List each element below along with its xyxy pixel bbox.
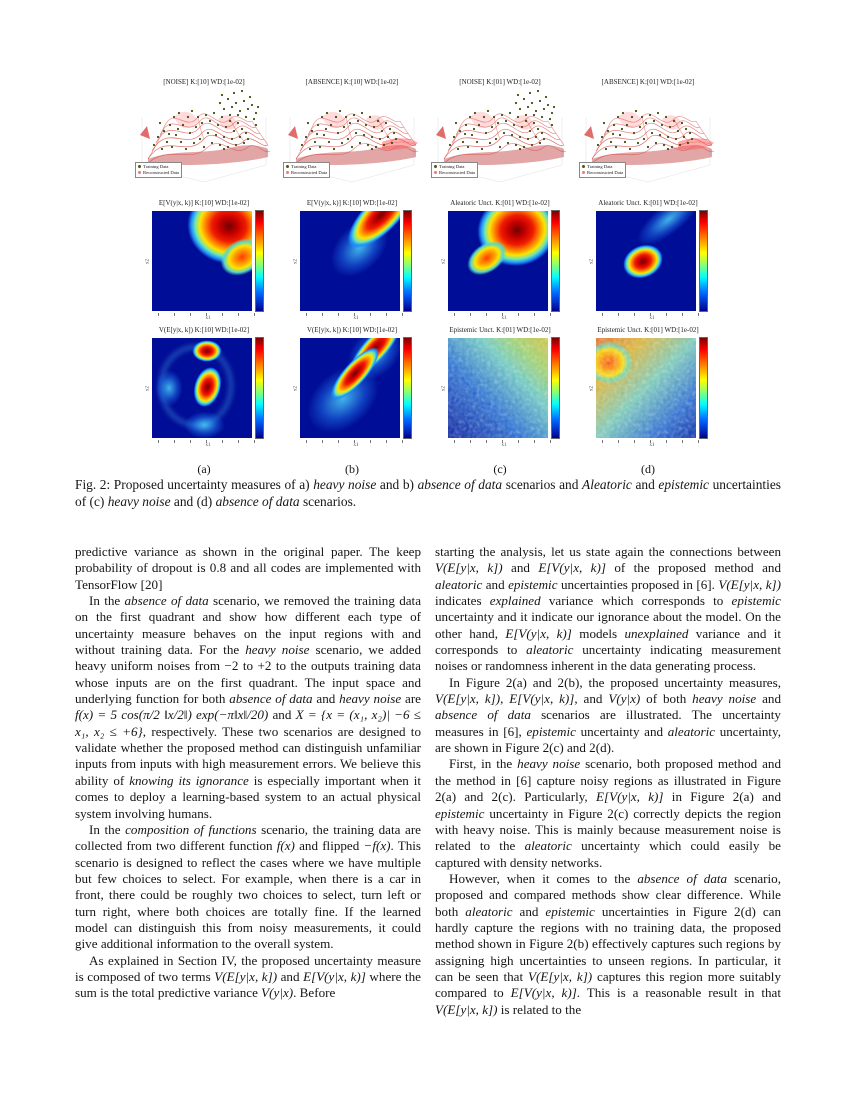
heatmap-title-c-bottom: Epistemic Unct. K:[01] WD:[1e-02]	[449, 326, 551, 334]
heatmap-title-b-mid: E[V(y|x, k)] K:[10] WD:[1e-02]	[306, 199, 398, 207]
x-axis-ticks	[602, 440, 702, 443]
colorbar	[255, 337, 264, 439]
body-column-right: starting the analysis, let us state agai…	[435, 544, 781, 1018]
colorbar	[403, 337, 412, 439]
subfigure-label-b: (b)	[345, 462, 359, 476]
heatmap-image	[300, 338, 400, 438]
training-data-marker	[138, 165, 141, 169]
paragraph: In Figure 2(a) and 2(b), the proposed un…	[435, 674, 782, 756]
training-data-marker	[582, 165, 585, 169]
figure-column-d: [ABSENCE] K:[01] WD:[1e-02] Training Dat…	[574, 78, 722, 477]
x-axis-label: x1	[205, 316, 211, 321]
heatmap-image	[300, 211, 400, 311]
heatmap-title-c-mid: Aleatoric Unct. K:[01] WD:[1e-02]	[450, 199, 550, 207]
paragraph: starting the analysis, let us state agai…	[435, 544, 782, 674]
epistemic-noise-overlay	[596, 338, 696, 438]
figure-column-c: [NOISE] K:[01] WD:[1e-02] Training Data …	[426, 78, 574, 477]
paragraph: However, when it comes to the absence of…	[435, 870, 781, 1017]
paragraph: predictive variance as shown in the orig…	[75, 544, 421, 592]
subfigure-label-c: (c)	[493, 462, 507, 476]
paragraph: First, in the heavy noise scenario, both…	[435, 756, 782, 870]
surface-title-c: [NOISE] K:[01] WD:[1e-02]	[459, 78, 541, 86]
heatmap-b-bottom: x2	[292, 337, 412, 439]
surface-plot-d: Training Data Reconstructed Data	[578, 87, 718, 190]
x-axis-ticks	[602, 313, 702, 316]
heatmap-d-mid: x2	[588, 210, 708, 312]
heatmap-title-d-bottom: Epistemic Unct. K:[01] WD:[1e-02]	[597, 326, 699, 334]
surface-title-d: [ABSENCE] K:[01] WD:[1e-02]	[601, 78, 695, 86]
colorbar	[255, 210, 264, 312]
y-axis-label: x2	[145, 258, 151, 264]
paragraph: In the absence of data scenario, we remo…	[75, 593, 422, 821]
x-axis-ticks	[158, 440, 258, 443]
colorbar	[551, 210, 560, 312]
x-axis-ticks	[306, 313, 406, 316]
colorbar	[551, 337, 560, 439]
surface-plot-b: Training Data Reconstructed Data	[282, 87, 422, 190]
surface-title-b: [ABSENCE] K:[10] WD:[1e-02]	[305, 78, 399, 86]
subfigure-label-a: (a)	[197, 462, 211, 476]
colorbar	[699, 210, 708, 312]
surface-legend: Training Data Reconstructed Data	[579, 162, 627, 178]
figure-caption: Fig. 2: Proposed uncertainty measures of…	[75, 477, 782, 509]
heatmap-image	[596, 338, 696, 438]
legend-reconstructed-label: Reconstructed Data	[143, 170, 180, 175]
heatmap-title-a-mid: E[V(y|x, k)] K:[10] WD:[1e-02]	[158, 199, 250, 207]
x-axis-ticks	[306, 440, 406, 443]
x-axis-ticks	[454, 313, 554, 316]
heatmap-image	[152, 338, 252, 438]
figure-column-a: [NOISE] K:[10] WD:[1e-02] Training Data …	[130, 78, 278, 477]
heatmap-image	[152, 211, 252, 311]
surface-plot-a: Training Data Reconstructed Data	[134, 87, 274, 190]
epistemic-noise-overlay	[448, 338, 548, 438]
heatmap-image	[448, 211, 548, 311]
paragraph: In the composition of functions scenario…	[75, 821, 422, 952]
reconstructed-data-marker	[138, 171, 141, 175]
heatmap-b-mid: x2	[292, 210, 412, 312]
surface-legend: Training Data Reconstructed Data	[135, 162, 183, 178]
heatmap-c-bottom: x2	[440, 337, 560, 439]
reconstructed-data-marker	[434, 171, 437, 175]
surface-title-a: [NOISE] K:[10] WD:[1e-02]	[163, 78, 245, 86]
heatmap-c-mid: x2	[440, 210, 560, 312]
heatmap-image	[596, 211, 696, 311]
reconstructed-data-marker	[582, 171, 585, 175]
heatmap-d-bottom: x2	[588, 337, 708, 439]
heatmap-title-d-mid: Aleatoric Unct. K:[01] WD:[1e-02]	[598, 199, 698, 207]
surface-legend: Training Data Reconstructed Data	[283, 162, 331, 178]
training-data-marker	[434, 165, 437, 169]
legend-training-label: Training Data	[143, 164, 169, 169]
colorbar	[403, 210, 412, 312]
x-axis-ticks	[158, 313, 258, 316]
surface-plot-c: Training Data Reconstructed Data	[430, 87, 570, 190]
heatmap-title-a-bottom: V(E[y|x, k]) K:[10] WD:[1e-02]	[158, 326, 250, 334]
heatmap-a-bottom: x2	[144, 337, 264, 439]
heatmap-image	[448, 338, 548, 438]
heatmap-title-b-bottom: V(E[y|x, k]) K:[10] WD:[1e-02]	[306, 326, 398, 334]
heatmap-a-mid: x2	[144, 210, 264, 312]
training-data-marker	[286, 165, 289, 169]
colorbar	[699, 337, 708, 439]
figure-2: [NOISE] K:[10] WD:[1e-02] Training Data …	[130, 78, 722, 477]
subfigure-label-d: (d)	[641, 462, 655, 476]
reconstructed-data-marker	[286, 171, 289, 175]
paragraph: As explained in Section IV, the proposed…	[75, 952, 421, 1001]
surface-legend: Training Data Reconstructed Data	[431, 162, 479, 178]
body-column-left: predictive variance as shown in the orig…	[75, 544, 421, 1002]
figure-column-b: [ABSENCE] K:[10] WD:[1e-02] Training Dat…	[278, 78, 426, 477]
x-axis-ticks	[454, 440, 554, 443]
